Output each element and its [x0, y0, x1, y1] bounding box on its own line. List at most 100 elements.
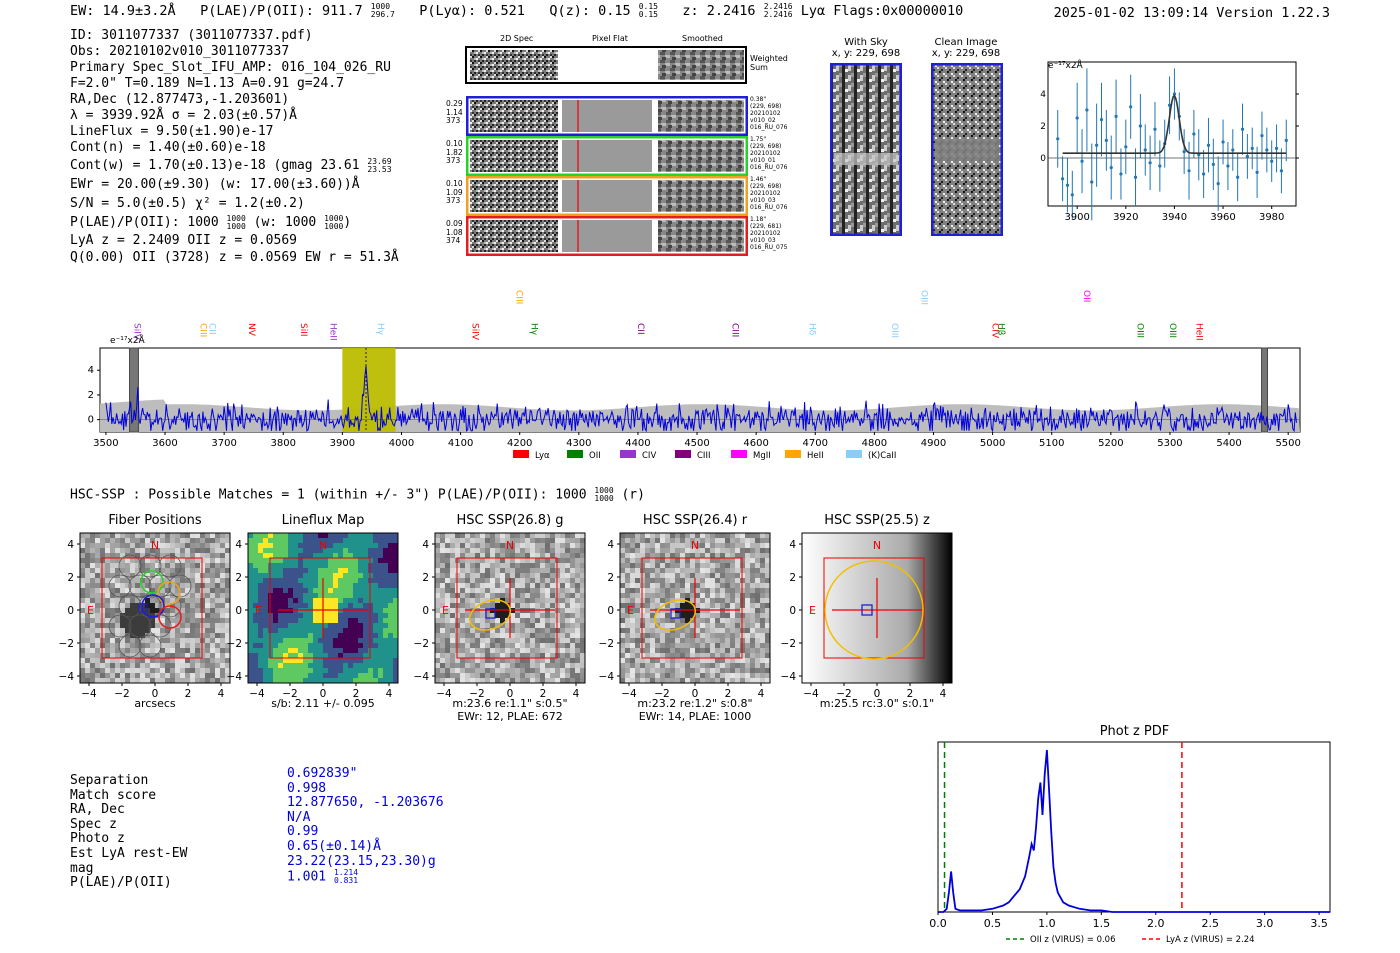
cutout-pixel [338, 668, 344, 674]
cutout-pixel [253, 628, 259, 634]
cutout-pixel [343, 568, 349, 574]
cutout-pixel [333, 663, 339, 669]
cutout-pixel [338, 583, 344, 589]
cutout-pixel [515, 608, 521, 614]
cutout-pixel [378, 673, 384, 679]
cutout-pixel [100, 663, 106, 669]
cutout-pixel [680, 628, 686, 634]
cutout-pixel [700, 598, 706, 604]
cutout-pixel [540, 648, 546, 654]
cutout-pixel [580, 538, 586, 544]
y-tick-label: 2 [67, 572, 74, 584]
cutout-pixel [85, 538, 91, 544]
cutout-pixel [525, 663, 531, 669]
cutout-pixel [655, 563, 661, 569]
cutout-pixel [660, 538, 666, 544]
cutout-pixel [450, 633, 456, 639]
cutout-pixel [333, 538, 339, 544]
cutout-pixel [630, 603, 636, 609]
cutout-pixel [165, 638, 171, 644]
cutout-pixel [730, 623, 736, 629]
cutout-pixel [273, 663, 279, 669]
cutout-pixel [675, 648, 681, 654]
cutout-pixel [735, 613, 741, 619]
cutout-pixel [485, 568, 491, 574]
cutout-pixel [560, 568, 566, 574]
cutout-pixel [485, 618, 491, 624]
x-tick-label: 2 [185, 688, 192, 700]
x-tick-label: 4600 [743, 438, 768, 449]
cutout-pixel [115, 638, 121, 644]
cutout-pixel [308, 668, 314, 674]
cutout-pixel [515, 573, 521, 579]
cutout-pixel [720, 643, 726, 649]
legend-swatch [785, 450, 801, 458]
east-label: E [255, 604, 262, 617]
emission-line-label: Hβ [996, 323, 1006, 336]
cutout-pixel [465, 563, 471, 569]
cutout-pixel [195, 538, 201, 544]
cutout-pixel [555, 628, 561, 634]
cutout-pixel [690, 563, 696, 569]
cutout-pixel [115, 543, 121, 549]
cutout-pixel [720, 623, 726, 629]
cutout-pixel [273, 658, 279, 664]
cutout-pixel [465, 668, 471, 674]
cutout-pixel [253, 588, 259, 594]
cutout-pixel [620, 588, 626, 594]
cutout-pixel [225, 538, 231, 544]
cutout-pixel [283, 538, 289, 544]
cutout-pixel [620, 673, 626, 679]
cutout-pixel [740, 613, 746, 619]
cutout-pixel [575, 633, 581, 639]
y-tick-label: −2 [227, 638, 242, 650]
cutout-pixel [150, 543, 156, 549]
cutout-pixel [368, 538, 374, 544]
cutout-pixel [120, 623, 126, 629]
cutout-pixel [90, 673, 96, 679]
cutout-pixel [215, 558, 221, 564]
cutout-pixel [555, 603, 561, 609]
cutout-pixel [328, 543, 334, 549]
cutout-pixel [735, 558, 741, 564]
cutout-pixel [705, 628, 711, 634]
cutout-pixel [465, 548, 471, 554]
cutout-pixel [160, 643, 166, 649]
cutout-pixel [540, 623, 546, 629]
fiber-row-stat: 373 [446, 156, 461, 165]
cutout-pixel [670, 553, 676, 559]
cutout-pixel [225, 638, 231, 644]
cutout-pixel [215, 583, 221, 589]
cutout-pixel [485, 553, 491, 559]
cutout-pixel [675, 663, 681, 669]
cutout-pixel [100, 668, 106, 674]
cutout-pixel [520, 628, 526, 634]
cutout-pixel [570, 543, 576, 549]
cutout-pixel [343, 678, 349, 684]
cutout-pixel [440, 628, 446, 634]
data-point [1104, 138, 1108, 142]
cutout-pixel [715, 623, 721, 629]
cutout-pixel [545, 578, 551, 584]
fiber-row-pixelflat [562, 100, 652, 132]
cutout-pixel [630, 568, 636, 574]
cutout-pixel [710, 638, 716, 644]
cutout-pixel [710, 648, 716, 654]
cutout-pixel [435, 543, 441, 549]
cutout-pixel [570, 638, 576, 644]
cutout-pixel [655, 568, 661, 574]
cutout-pixel [695, 608, 701, 614]
cutout-pixel [170, 623, 176, 629]
cutout-pixel [510, 543, 516, 549]
match-photoz: 0.99 [287, 824, 319, 840]
cutout-pixel [520, 633, 526, 639]
cutout-pixel [535, 598, 541, 604]
cutout-pixel [455, 643, 461, 649]
cutout-pixel [490, 658, 496, 664]
x-tick-label: 0 [692, 688, 699, 700]
cutout-pixel [440, 668, 446, 674]
cutout-pixel [570, 578, 576, 584]
cutout-pixel [220, 553, 226, 559]
cutout-pixel [480, 623, 486, 629]
cutout-pixel [625, 623, 631, 629]
